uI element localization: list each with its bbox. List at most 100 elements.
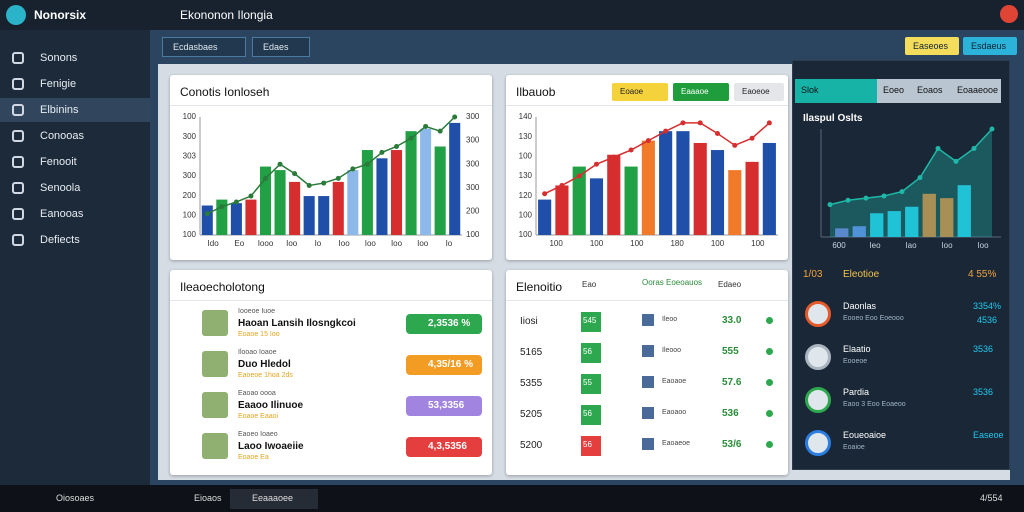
app-name: Nonorsix	[34, 8, 87, 22]
bar	[659, 131, 673, 235]
row-label: Ileoo	[662, 316, 678, 323]
line-point	[379, 149, 385, 155]
bar	[201, 205, 213, 235]
row-sub: Eaoo 3 Eoo Eoaeoo	[843, 401, 906, 408]
sidebar-icon	[12, 182, 24, 194]
badge-label: 56	[583, 347, 592, 356]
row-value: 3354%	[973, 301, 1002, 311]
bar	[887, 211, 901, 237]
line-point	[749, 135, 755, 141]
panel-title: Ilbauob	[516, 85, 556, 99]
chart: 100 300 303 300 200 100 100 300 300 300 300 200 100 I…	[183, 112, 480, 248]
chart-button[interactable]: Eaaaoe	[673, 83, 729, 101]
x-tick-label: Io	[315, 239, 322, 248]
sidebar-item[interactable]: Elbinins	[40, 104, 79, 116]
bar	[624, 166, 638, 235]
row-value: 536	[722, 408, 739, 419]
bar	[216, 199, 228, 235]
value-pill: 53,3356	[406, 396, 482, 416]
bar	[589, 178, 604, 235]
row-value: Easeoe	[973, 430, 1004, 440]
side-tab[interactable]: Eoaaeooe	[951, 79, 1001, 103]
bar	[434, 146, 446, 235]
side-tab-label: Slok	[801, 85, 819, 95]
side-header: 1/03	[803, 269, 823, 280]
line-point	[248, 193, 254, 199]
chart-button[interactable]: Eaoeoe	[734, 83, 784, 101]
column-header: Ooras Eoeoauos	[642, 278, 703, 287]
value-pill: 2,3536 %	[406, 314, 482, 334]
panel: Conotis Ionloseh 100 300 303 300 200 100 100 300…	[170, 75, 492, 260]
sidebar-item[interactable]: Defiects	[40, 234, 80, 246]
side-chart-title: Ilaspul Oslts	[803, 113, 863, 124]
sidebar-item[interactable]: Sonons	[40, 52, 78, 64]
row-icon	[642, 345, 654, 357]
toolbar-button[interactable]: Edaes	[252, 37, 310, 57]
line-point	[971, 145, 977, 151]
toolbar-button[interactable]: Easeoes	[905, 37, 959, 55]
panel-title: Conotis Ionloseh	[180, 85, 270, 99]
taskbar-item[interactable]: Eioaos	[194, 493, 222, 503]
line-point	[576, 173, 582, 179]
row-value: 3536	[973, 387, 994, 397]
bar	[347, 170, 359, 235]
side-header: 4 55%	[968, 269, 997, 280]
side-tab-label: Eoaos	[917, 85, 943, 95]
bar	[318, 196, 330, 235]
y-tick-label: 100	[519, 151, 533, 160]
line-point	[394, 144, 399, 149]
chart-button[interactable]: Eoaoe	[612, 83, 668, 101]
bar	[905, 206, 919, 237]
bar	[870, 213, 884, 237]
tab-title[interactable]: Ekononon Ilongia	[180, 8, 273, 22]
row-name: Eoueoaioe	[843, 430, 887, 440]
sidebar-item[interactable]: Fenooit	[40, 156, 77, 168]
toolbar-label: Esdaeus	[971, 41, 1007, 51]
top-bar	[0, 0, 1024, 30]
sidebar-item[interactable]: Fenigie	[40, 78, 77, 90]
side-tab[interactable]: Eoaos	[911, 79, 951, 103]
row-dot	[766, 441, 773, 448]
row-id: Iiosi	[520, 316, 538, 327]
button-label: Eoaoe	[620, 87, 644, 96]
line-point	[663, 128, 669, 134]
row-icon	[642, 376, 654, 388]
row-logo	[805, 430, 831, 456]
taskbar-item[interactable]: Oiosoaes	[56, 493, 95, 503]
column-header: Eao	[582, 280, 597, 289]
toolbar-button[interactable]: Esdaeus	[963, 37, 1017, 55]
row-id: 5165	[520, 347, 543, 358]
row-badge: 56	[581, 343, 601, 363]
line-point	[827, 202, 833, 208]
bar	[303, 196, 315, 235]
row-name: Pardia	[843, 387, 870, 397]
x-tick-label: Ioo	[941, 241, 953, 250]
x-tick-label: Ioo	[286, 239, 298, 248]
sidebar-icon	[12, 78, 24, 90]
y-tick-label: 300	[183, 132, 197, 141]
sidebar-item[interactable]: Conooas	[40, 130, 85, 142]
row-thumb	[202, 433, 228, 459]
taskbar-item[interactable]: Eeaaaoee	[252, 493, 294, 503]
panel-divider	[170, 105, 492, 106]
x-tick-label: Eo	[234, 239, 244, 248]
line-point	[408, 135, 414, 141]
avatar[interactable]	[1000, 5, 1018, 23]
toolbar-label: Easeoes	[913, 41, 949, 51]
toolbar-button[interactable]: Ecdasbaes	[162, 37, 246, 57]
bar	[693, 142, 707, 235]
sidebar-icon	[12, 234, 24, 246]
y-tick-label: 200	[466, 207, 480, 216]
row-badge: 56	[581, 405, 601, 425]
x-tick-label: Ioo	[339, 239, 351, 248]
x-tick-label: Ieo	[869, 241, 881, 250]
sidebar-item[interactable]: Senoola	[40, 182, 81, 194]
panel-title: Elenoitio	[516, 280, 563, 294]
row-value: 4536	[977, 315, 998, 325]
sidebar-item[interactable]: Eanooas	[40, 208, 84, 220]
bar	[641, 140, 655, 235]
bar	[745, 161, 759, 235]
line-point	[611, 154, 617, 160]
side-tab[interactable]: Eoeo	[877, 79, 911, 103]
row-name: Duo Hledol	[238, 359, 291, 370]
